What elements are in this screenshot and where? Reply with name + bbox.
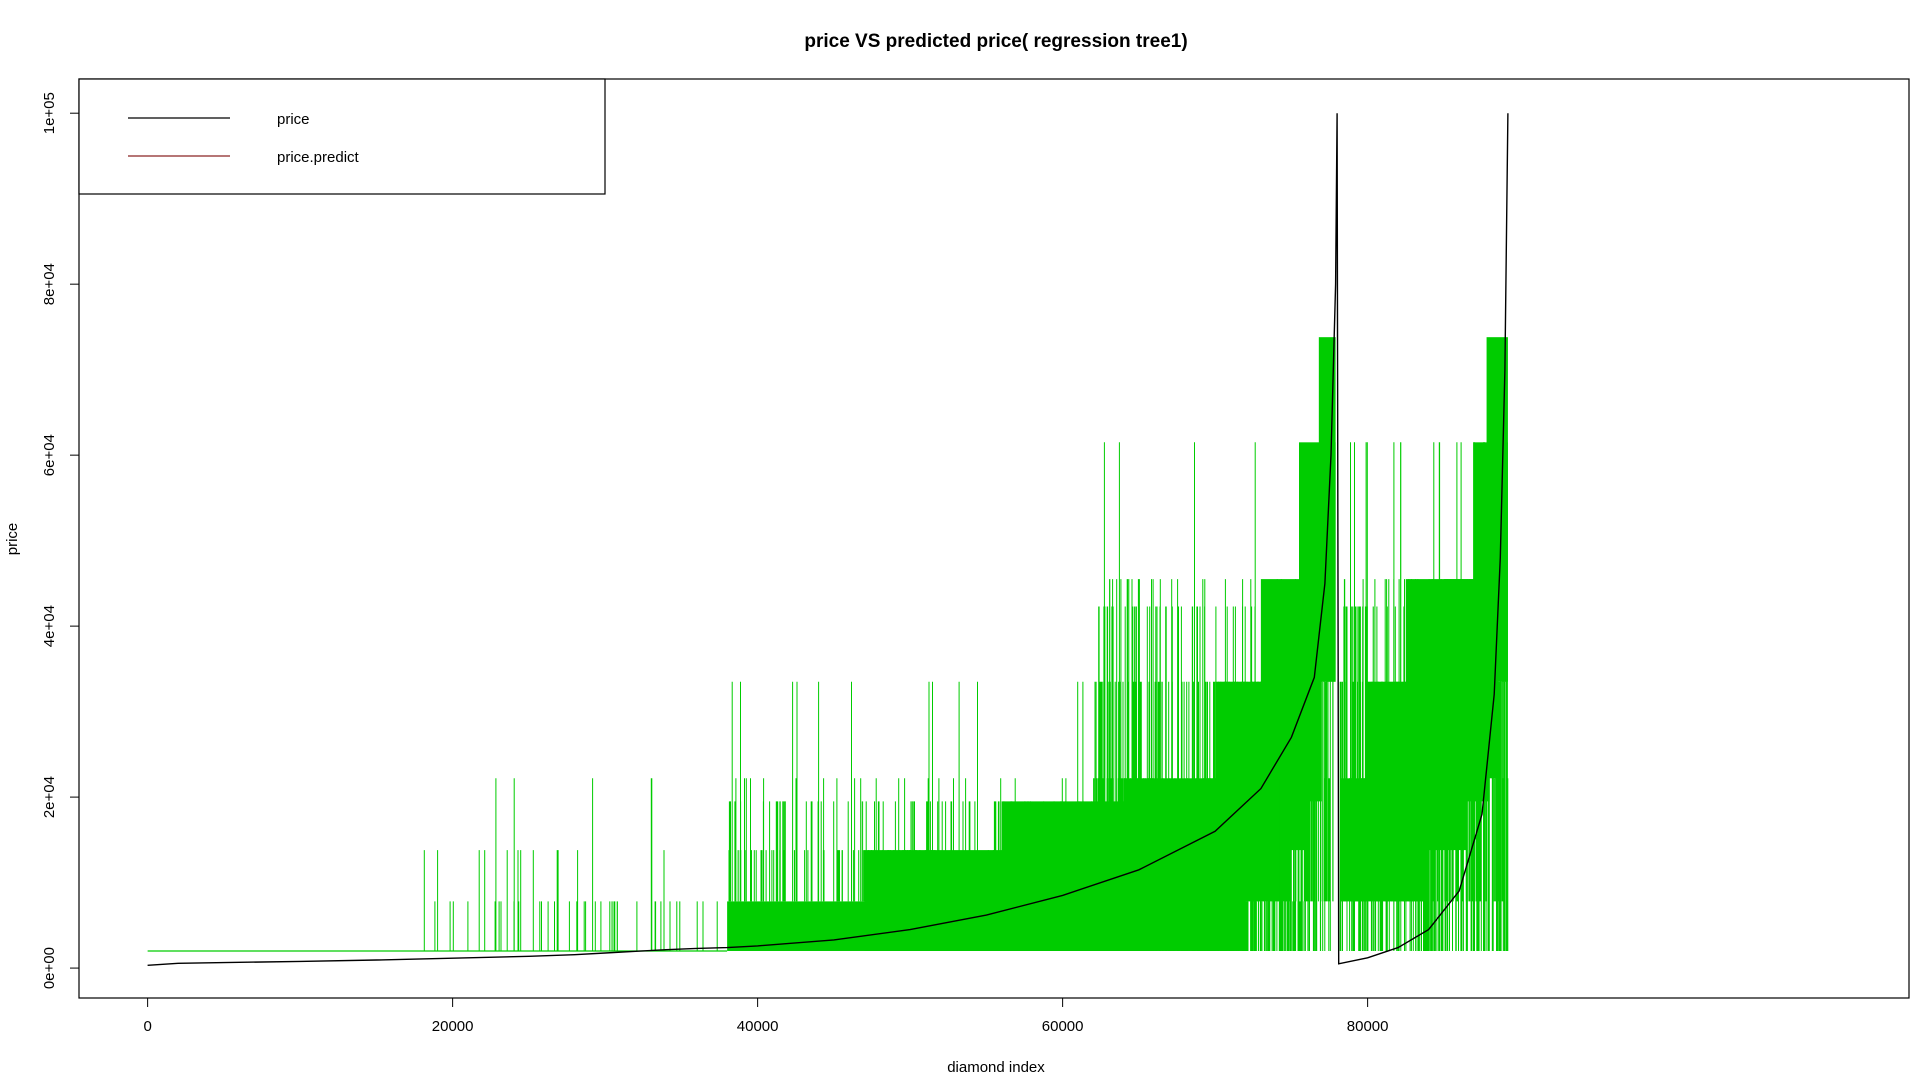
x-tick-label: 40000 (737, 1018, 779, 1035)
legend-box (78, 78, 606, 195)
x-tick-label: 80000 (1347, 1018, 1389, 1035)
legend-label-price-predict: price.predict (277, 149, 360, 166)
y-tick-label: 2e+04 (41, 776, 58, 818)
x-tick-label: 20000 (432, 1018, 474, 1035)
plot-area (147, 113, 1509, 966)
x-axis-label: diamond index (947, 1059, 1045, 1076)
y-axis-label: price (4, 523, 21, 556)
price-line (147, 113, 1509, 966)
plot-frame (78, 78, 1910, 999)
axes: 0 20000 40000 60000 80000 0e+00 2e+04 4e+04 6e+0… (41, 92, 1388, 1035)
y-tick-label: 1e+05 (41, 92, 58, 134)
x-tick-label: 60000 (1042, 1018, 1084, 1035)
y-tick-label: 6e+04 (41, 434, 58, 476)
y-tick-label: 0e+00 (41, 947, 58, 989)
y-tick-label: 4e+04 (41, 605, 58, 647)
x-tick-label: 0 (143, 1018, 151, 1035)
prediction-spikes (423, 442, 1509, 951)
y-tick-label: 8e+04 (41, 263, 58, 305)
legend: price price.predict (78, 78, 606, 195)
chart-title: price VS predicted price( regression tre… (804, 31, 1187, 52)
legend-label-price: price (277, 111, 310, 128)
